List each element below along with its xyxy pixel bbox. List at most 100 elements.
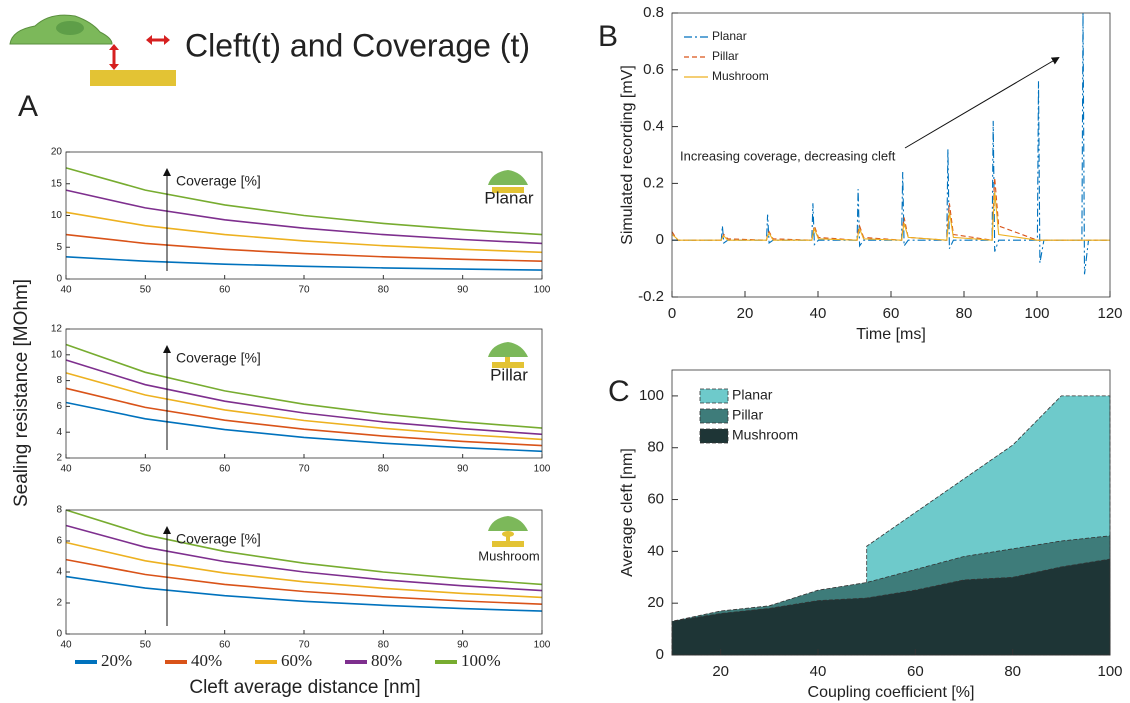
y-tick-label: 0.6 xyxy=(643,61,664,78)
annotation: Coverage [%] xyxy=(176,531,261,547)
subplot-label: Mushroom xyxy=(478,548,539,563)
x-tick-label: 80 xyxy=(378,464,390,475)
data-line xyxy=(65,211,543,254)
annotation: Coverage [%] xyxy=(176,173,261,189)
legend-label: Mushroom xyxy=(712,69,769,83)
x-axis-title: Time [ms] xyxy=(856,326,926,343)
x-tick-label: 50 xyxy=(140,285,152,296)
x-axis-title: Coupling coefficient [%] xyxy=(808,684,975,701)
subplot-label: Planar xyxy=(484,188,533,207)
legend-label: 100% xyxy=(461,651,501,670)
y-tick-label: 10 xyxy=(51,210,63,221)
header-icon xyxy=(9,14,176,86)
panel-letter: C xyxy=(608,375,630,408)
legend-swatch xyxy=(699,428,729,444)
x-tick-label: 90 xyxy=(457,464,469,475)
x-tick-label: 100 xyxy=(1024,305,1049,322)
red-arrowhead xyxy=(109,44,119,70)
data-line xyxy=(65,558,543,605)
icon-pillar xyxy=(488,342,528,368)
x-tick-label: 120 xyxy=(1097,305,1122,322)
x-tick-label: 100 xyxy=(1097,663,1122,680)
x-tick-label: 60 xyxy=(219,640,231,651)
data-line xyxy=(671,191,1110,241)
y-tick-label: -0.2 xyxy=(638,288,664,305)
x-tick-label: 60 xyxy=(883,305,900,322)
y-tick-label: 4 xyxy=(56,427,62,438)
y-tick-label: 0.4 xyxy=(643,118,664,135)
x-tick-label: 40 xyxy=(810,305,827,322)
x-tick-label: 80 xyxy=(1004,663,1021,680)
legend-label: 20% xyxy=(101,651,132,670)
annotation: Coverage [%] xyxy=(176,350,261,366)
data-line xyxy=(65,401,543,453)
y-tick-label: 5 xyxy=(56,242,62,253)
x-tick-label: 50 xyxy=(140,464,152,475)
data-line xyxy=(65,575,543,612)
y-tick-label: 6 xyxy=(56,401,62,412)
y-tick-label: 20 xyxy=(51,147,63,158)
x-tick-label: 80 xyxy=(956,305,973,322)
y-tick-label: 0 xyxy=(56,629,62,640)
y-tick-label: 8 xyxy=(56,375,62,386)
subplot-label: Pillar xyxy=(490,365,528,384)
legend-label: Mushroom xyxy=(732,427,798,443)
x-tick-label: 70 xyxy=(298,285,310,296)
annotation: Increasing coverage, decreasing cleft xyxy=(680,148,896,163)
x-tick-label: 60 xyxy=(219,464,231,475)
y-tick-label: 0.8 xyxy=(643,4,664,21)
x-tick-label: 60 xyxy=(907,663,924,680)
data-line xyxy=(65,343,543,429)
nucleus-icon xyxy=(56,21,84,35)
y-tick-label: 80 xyxy=(647,439,664,456)
x-tick-label: 20 xyxy=(712,663,729,680)
y-tick-label: 8 xyxy=(56,505,62,516)
x-tick-label: 90 xyxy=(457,285,469,296)
legend-label: Pillar xyxy=(712,49,739,63)
y-tick-label: 2 xyxy=(56,453,62,464)
legend-label: 60% xyxy=(281,651,312,670)
figure-title: Cleft(t) and Coverage (t) xyxy=(185,27,530,63)
x-tick-label: 40 xyxy=(60,285,72,296)
legend-label: Planar xyxy=(712,29,747,43)
x-tick-label: 80 xyxy=(378,285,390,296)
legend-label: Planar xyxy=(732,387,773,403)
x-tick-label: 40 xyxy=(60,640,72,651)
x-tick-label: 100 xyxy=(534,285,551,296)
data-line xyxy=(65,359,543,436)
x-tick-label: 100 xyxy=(534,464,551,475)
x-tick-label: 40 xyxy=(60,464,72,475)
y-tick-label: 0 xyxy=(656,231,664,248)
electrode-icon xyxy=(90,70,176,86)
data-line xyxy=(65,509,543,586)
legend-label: 80% xyxy=(371,651,402,670)
y-tick-label: 15 xyxy=(51,178,63,189)
y-tick-label: 10 xyxy=(51,349,63,360)
y-tick-label: 2 xyxy=(56,598,62,609)
data-line xyxy=(65,167,543,236)
y-tick-label: 0 xyxy=(656,646,664,663)
data-line xyxy=(65,387,543,447)
data-line xyxy=(65,524,543,592)
y-tick-label: 20 xyxy=(647,594,664,611)
legend-label: Pillar xyxy=(732,407,763,423)
data-line xyxy=(65,256,543,271)
y-tick-label: 60 xyxy=(647,491,664,508)
y-tick-label: 0 xyxy=(56,274,62,285)
y-tick-label: 0.2 xyxy=(643,174,664,191)
y-tick-label: 6 xyxy=(56,536,62,547)
data-line xyxy=(671,177,1110,241)
annotation-arrow xyxy=(904,56,1060,149)
y-tick-label: 100 xyxy=(639,387,664,404)
legend-swatch xyxy=(699,388,729,404)
x-tick-label: 80 xyxy=(378,640,390,651)
icon-mushroom xyxy=(488,516,528,547)
legend-swatch xyxy=(699,408,729,424)
x-axis-title: Cleft average distance [nm] xyxy=(189,677,420,698)
x-tick-label: 60 xyxy=(219,285,231,296)
x-tick-label: 20 xyxy=(737,305,754,322)
x-tick-label: 70 xyxy=(298,640,310,651)
x-tick-label: 90 xyxy=(457,640,469,651)
y-tick-label: 4 xyxy=(56,567,62,578)
